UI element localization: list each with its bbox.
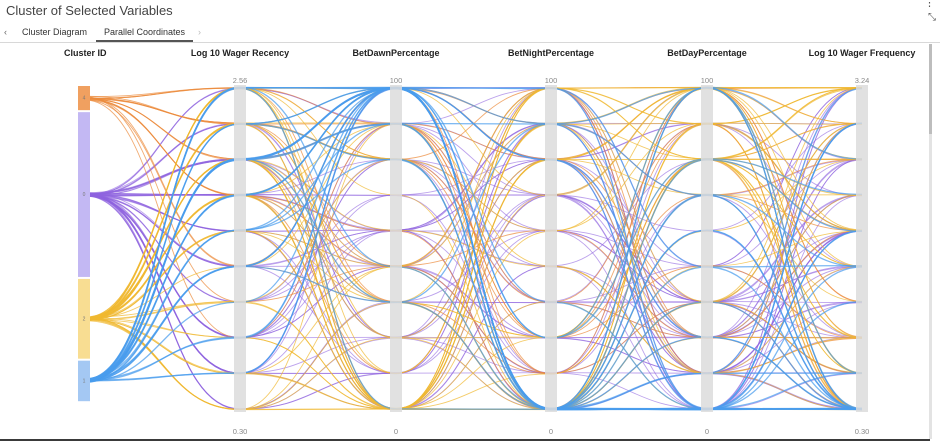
axis-max-label: 100 [390, 76, 403, 85]
cluster-segment-1 [78, 360, 90, 402]
axis-bar [701, 85, 713, 412]
tab-bar: ‹ Cluster Diagram Parallel Coordinates › [0, 24, 940, 43]
bottom-border [0, 439, 930, 441]
axis-title: BetDayPercentage [667, 48, 747, 58]
page-title: Cluster of Selected Variables [6, 3, 173, 18]
axis-title: Cluster ID [64, 48, 107, 58]
axis-title: Log 10 Wager Recency [191, 48, 289, 58]
axis-bar [856, 85, 868, 412]
scrollbar-thumb[interactable] [929, 44, 932, 134]
axis-min-label: 0 [549, 427, 553, 436]
axis-min-label: 0.30 [855, 427, 870, 436]
axis-max-label: 2.56 [233, 76, 248, 85]
cluster-segment-0 [78, 112, 90, 277]
axis-title: BetNightPercentage [508, 48, 594, 58]
axis-min-label: 0 [705, 427, 709, 436]
cluster-tick-label: 2 [83, 316, 86, 322]
axis-title: BetDawnPercentage [352, 48, 439, 58]
polylines-layer [83, 86, 863, 411]
more-vertical-icon[interactable]: ⋮ [924, 0, 935, 9]
axis-max-label: 100 [701, 76, 714, 85]
expand-icon[interactable]: ⤡ [928, 12, 936, 23]
cluster-tick-label: 0 [83, 192, 86, 198]
axis-max-label: 3.24 [855, 76, 870, 85]
tab-parallel-coordinates[interactable]: Parallel Coordinates [104, 27, 186, 37]
axis-title: Log 10 Wager Frequency [809, 48, 916, 58]
axis-min-label: 0.30 [233, 427, 248, 436]
tab-next-chevron-icon[interactable]: › [198, 27, 201, 37]
axis-bar [545, 85, 557, 412]
axis-max-label: 100 [545, 76, 558, 85]
tab-cluster-diagram[interactable]: Cluster Diagram [22, 27, 88, 37]
scrollbar-track[interactable] [929, 44, 932, 439]
axis-bar [390, 85, 402, 412]
cluster-tick-label: 4 [83, 96, 86, 102]
parallel-coordinates-chart: 4 0 2 1 Cluster ID Log 10 Wager Recency 2.56 0.… [64, 48, 916, 436]
axis-bar [234, 85, 246, 412]
tab-prev-chevron-icon[interactable]: ‹ [4, 27, 7, 37]
cluster-segment-2 [78, 278, 90, 359]
window-controls: ⋮ ⤡ [924, 0, 937, 30]
cluster-0-line [83, 194, 863, 410]
cluster-tick-label: 1 [83, 378, 86, 384]
cluster-1-line [83, 122, 863, 410]
cluster-segment-4 [78, 86, 90, 111]
active-tab-indicator [96, 40, 193, 42]
cluster-4-line [83, 97, 863, 375]
cluster-2-line [83, 88, 863, 411]
axis-min-label: 0 [394, 427, 398, 436]
cluster-1-line [83, 87, 863, 381]
